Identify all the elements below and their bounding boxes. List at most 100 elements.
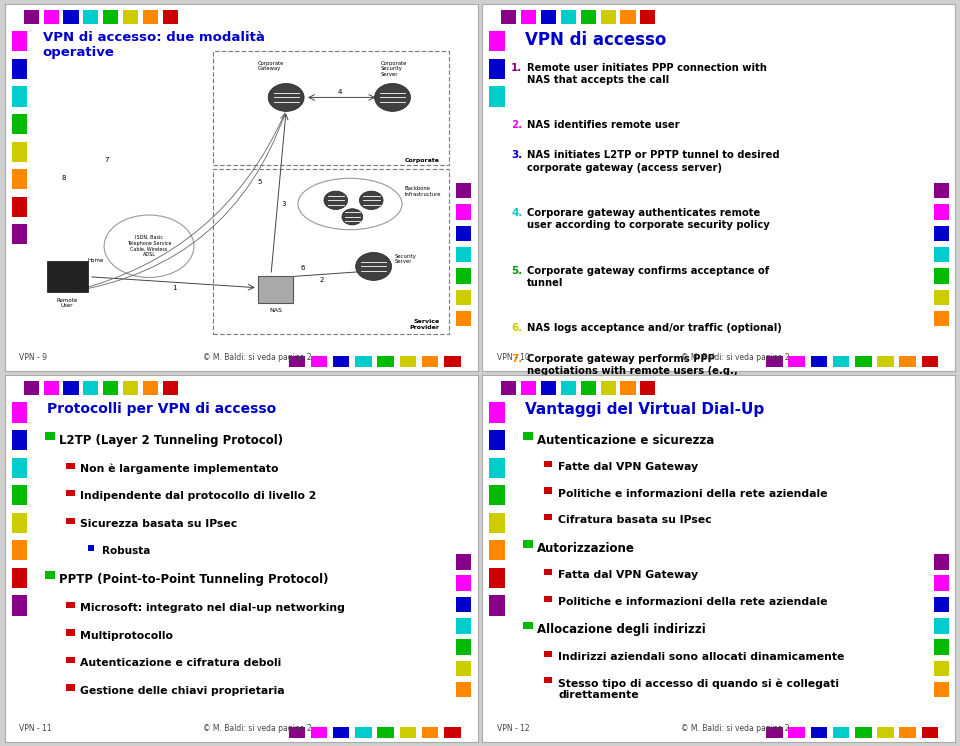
Bar: [421, 727, 439, 738]
Bar: [934, 183, 949, 198]
Bar: [541, 10, 556, 24]
Bar: [12, 59, 27, 79]
Bar: [832, 727, 850, 738]
Bar: [934, 575, 949, 591]
Text: VPN - 11: VPN - 11: [19, 724, 52, 733]
Bar: [12, 402, 27, 422]
Bar: [601, 381, 615, 395]
Text: Autenticazione e cifratura deboli: Autenticazione e cifratura deboli: [81, 658, 281, 668]
Text: ISDN, Basic
Telephone Service
Cable, Wireless
ADSL: ISDN, Basic Telephone Service Cable, Wir…: [127, 235, 171, 257]
Bar: [934, 597, 949, 612]
Bar: [289, 356, 305, 367]
Bar: [456, 225, 471, 241]
Bar: [43, 381, 59, 395]
Bar: [620, 381, 636, 395]
Bar: [66, 657, 75, 663]
Text: VPN - 10: VPN - 10: [496, 353, 529, 362]
Bar: [12, 513, 27, 533]
Text: Remote user initiates PPP connection with
NAS that accepts the call: Remote user initiates PPP connection wit…: [527, 63, 767, 85]
Text: Multiprotocollo: Multiprotocollo: [81, 630, 174, 641]
Text: 4: 4: [338, 89, 343, 95]
Text: Autorizzazione: Autorizzazione: [537, 542, 635, 555]
Bar: [543, 595, 552, 602]
Text: Sicurezza basata su IPsec: Sicurezza basata su IPsec: [81, 519, 238, 529]
Bar: [12, 197, 27, 217]
Bar: [213, 51, 449, 166]
Bar: [311, 727, 327, 738]
Bar: [66, 463, 75, 468]
Bar: [581, 381, 596, 395]
Bar: [934, 554, 949, 570]
Text: L2TP (Layer 2 Tunneling Protocol): L2TP (Layer 2 Tunneling Protocol): [60, 433, 283, 447]
Bar: [12, 114, 27, 134]
Text: Remote
User: Remote User: [57, 298, 78, 309]
Bar: [84, 10, 99, 24]
Bar: [810, 356, 828, 367]
Bar: [855, 356, 872, 367]
Bar: [66, 630, 75, 636]
Bar: [490, 595, 505, 615]
Bar: [24, 10, 38, 24]
Bar: [766, 356, 782, 367]
Bar: [490, 457, 505, 477]
Bar: [289, 727, 305, 738]
Bar: [87, 545, 94, 551]
Bar: [103, 381, 118, 395]
Bar: [934, 269, 949, 283]
Text: Home: Home: [87, 258, 104, 263]
Bar: [521, 10, 537, 24]
Bar: [456, 311, 471, 326]
Text: Politiche e informazioni della rete aziendale: Politiche e informazioni della rete azie…: [558, 489, 828, 499]
Bar: [63, 381, 79, 395]
Bar: [640, 381, 656, 395]
Text: 6: 6: [300, 265, 305, 271]
Bar: [45, 432, 56, 439]
Bar: [543, 461, 552, 467]
Text: Vantaggi del Virtual Dial-Up: Vantaggi del Virtual Dial-Up: [525, 402, 764, 418]
Text: Corporate gateway performs PPP
negotiations with remote users (e.g.,
IPaddress a: Corporate gateway performs PPP negotiati…: [527, 354, 738, 389]
Text: NAS logs acceptance and/or traffic (optional): NAS logs acceptance and/or traffic (opti…: [527, 324, 782, 333]
Text: VPN di accesso: VPN di accesso: [525, 31, 666, 49]
Text: Fatte dal VPN Gateway: Fatte dal VPN Gateway: [558, 463, 698, 472]
Bar: [258, 275, 293, 303]
Text: 1: 1: [173, 284, 178, 291]
Text: Security
Server: Security Server: [395, 254, 417, 265]
Bar: [456, 618, 471, 633]
Bar: [490, 513, 505, 533]
Bar: [934, 661, 949, 676]
Bar: [45, 571, 56, 579]
Bar: [490, 87, 505, 107]
Bar: [444, 356, 461, 367]
Bar: [490, 59, 505, 79]
Bar: [163, 381, 178, 395]
Bar: [877, 356, 894, 367]
Text: © M. Baldi: si veda pagina 2: © M. Baldi: si veda pagina 2: [681, 724, 789, 733]
Bar: [543, 677, 552, 683]
Bar: [934, 204, 949, 220]
Circle shape: [268, 84, 304, 111]
Bar: [377, 356, 394, 367]
Bar: [456, 661, 471, 676]
Bar: [934, 225, 949, 241]
Bar: [63, 10, 79, 24]
Text: Autenticazione e sicurezza: Autenticazione e sicurezza: [537, 433, 714, 447]
Bar: [12, 568, 27, 588]
Text: Politiche e informazioni della rete aziendale: Politiche e informazioni della rete azie…: [558, 597, 828, 606]
Text: 8: 8: [61, 175, 66, 181]
Bar: [12, 595, 27, 615]
Text: NAS initiates L2TP or PPTP tunnel to desired
corporate gateway (access server): NAS initiates L2TP or PPTP tunnel to des…: [527, 151, 780, 173]
Text: Stesso tipo di accesso di quando si è collegati
direttamente: Stesso tipo di accesso di quando si è co…: [558, 678, 839, 700]
Bar: [12, 457, 27, 477]
Bar: [543, 487, 552, 494]
Bar: [421, 356, 439, 367]
Text: Protocolli per VPN di accesso: Protocolli per VPN di accesso: [47, 402, 276, 416]
Bar: [213, 169, 449, 334]
Bar: [399, 356, 417, 367]
Text: Corporare gateway authenticates remote
user according to corporate security poli: Corporare gateway authenticates remote u…: [527, 208, 770, 231]
Bar: [877, 727, 894, 738]
Text: 5.: 5.: [512, 266, 522, 276]
Bar: [620, 10, 636, 24]
Bar: [543, 651, 552, 657]
Bar: [456, 597, 471, 612]
Bar: [521, 381, 537, 395]
